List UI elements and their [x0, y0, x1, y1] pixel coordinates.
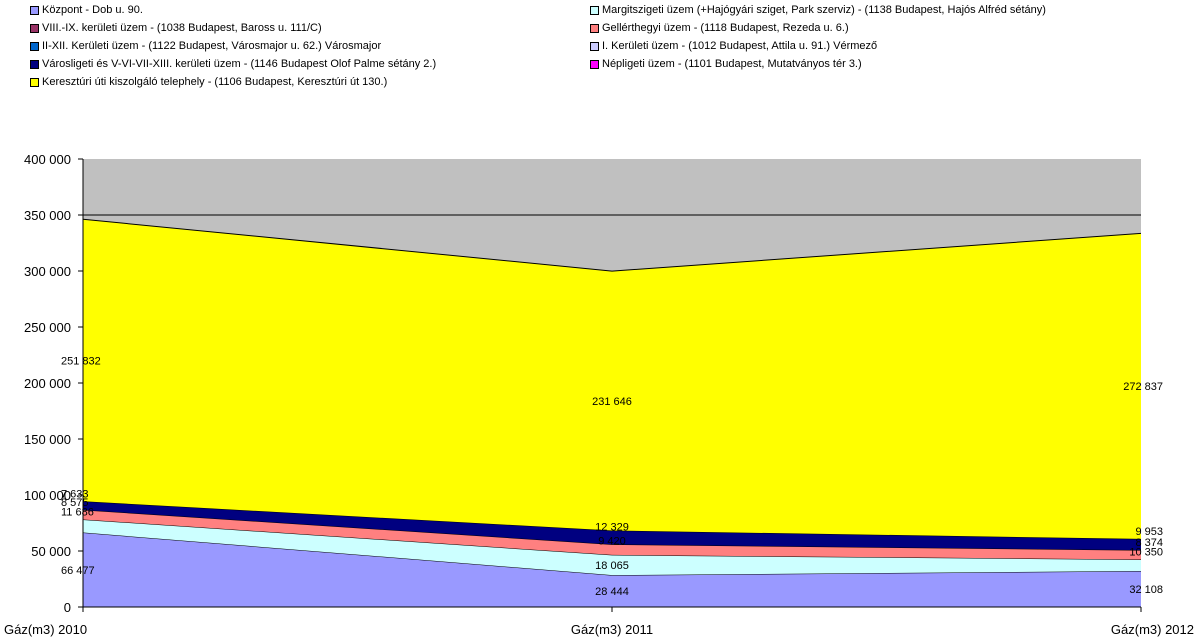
- legend-label: Központ - Dob u. 90.: [42, 4, 143, 16]
- legend-item: Keresztúri úti kiszolgáló telephely - (1…: [30, 75, 387, 89]
- legend-label: II-XII. Kerületi üzem - (1122 Budapest, …: [42, 40, 382, 52]
- x-tick-label: Gáz(m3) 2011: [571, 622, 653, 637]
- legend-label: Keresztúri úti kiszolgáló telephely - (1…: [42, 76, 388, 88]
- data-label: 66 477: [61, 565, 95, 577]
- data-label: 12 329: [595, 522, 629, 534]
- legend-item: Gellérthegyi üzem - (1118 Budapest, Reze…: [590, 21, 849, 35]
- legend-swatch: [30, 77, 39, 87]
- data-label: 8 575: [61, 497, 89, 509]
- data-label: 9 953: [1135, 526, 1163, 538]
- legend-label: Gellérthegyi üzem - (1118 Budapest, Reze…: [602, 22, 849, 34]
- legend-item: Margitszigeti üzem (+Hajógyári sziget, P…: [590, 3, 1046, 17]
- legend-item: Központ - Dob u. 90.: [30, 3, 143, 17]
- legend-item: I. Kerületi üzem - (1012 Budapest, Attil…: [590, 39, 877, 53]
- legend-label: Margitszigeti üzem (+Hajógyári sziget, P…: [602, 4, 1046, 16]
- legend-label: Népligeti üzem - (1101 Budapest, Mutatvá…: [602, 58, 862, 70]
- legend-item: II-XII. Kerületi üzem - (1122 Budapest, …: [30, 39, 381, 53]
- data-label: 251 832: [61, 355, 101, 367]
- data-label: 231 646: [592, 396, 632, 408]
- area-series: [83, 509, 1141, 560]
- area-series-edge: [82, 218, 1142, 272]
- legend-item: VIII.-IX. kerületi üzem - (1038 Budapest…: [30, 21, 322, 35]
- y-tick-label: 350 000: [24, 208, 71, 223]
- legend-swatch: [590, 5, 599, 15]
- legend-swatch: [590, 41, 599, 51]
- legend-item: Városligeti és V-VI-VII-XIII. kerületi ü…: [30, 57, 436, 71]
- data-label: 10 350: [1129, 546, 1163, 558]
- y-tick-label: 100 000: [24, 488, 71, 503]
- legend-swatch: [30, 59, 39, 69]
- data-label: 272 837: [1123, 381, 1163, 393]
- legend-swatch: [30, 23, 39, 33]
- chart-legend: Központ - Dob u. 90. Margitszigeti üzem (…: [0, 0, 1196, 120]
- area-series-edge: [82, 532, 1142, 576]
- legend-item: Népligeti üzem - (1101 Budapest, Mutatvá…: [590, 57, 862, 71]
- area-series: [83, 501, 1141, 551]
- legend-swatch: [590, 23, 599, 33]
- data-label: 18 065: [595, 560, 629, 572]
- y-tick-label: 300 000: [24, 264, 71, 279]
- data-label: 7 633: [61, 488, 89, 500]
- data-label: 11 686: [61, 506, 94, 518]
- area-series: [83, 532, 1141, 607]
- legend-swatch: [30, 5, 39, 15]
- y-tick-label: 250 000: [24, 320, 71, 335]
- area-series: [83, 219, 1141, 539]
- legend-label: VIII.-IX. kerületi üzem - (1038 Budapest…: [42, 22, 322, 34]
- y-tick-label: 150 000: [24, 432, 71, 447]
- y-tick-label: 0: [64, 600, 71, 615]
- data-label: 32 108: [1129, 584, 1163, 596]
- y-tick-label: 50 000: [31, 544, 71, 559]
- legend-swatch: [590, 59, 599, 69]
- legend-label: I. Kerületi üzem - (1012 Budapest, Attil…: [602, 40, 878, 52]
- area-series: [83, 519, 1141, 576]
- y-tick-label: 400 000: [24, 152, 71, 167]
- y-tick-label: 200 000: [24, 376, 71, 391]
- data-label: 9 420: [598, 535, 626, 547]
- x-tick-label: Gáz(m3) 2010: [4, 622, 87, 637]
- legend-label: Városligeti és V-VI-VII-XIII. kerületi ü…: [42, 58, 437, 70]
- x-tick-label: Gáz(m3) 2012: [1111, 622, 1194, 637]
- data-label: 28 444: [595, 586, 629, 598]
- legend-swatch: [30, 41, 39, 51]
- data-label: 8 374: [1135, 537, 1163, 549]
